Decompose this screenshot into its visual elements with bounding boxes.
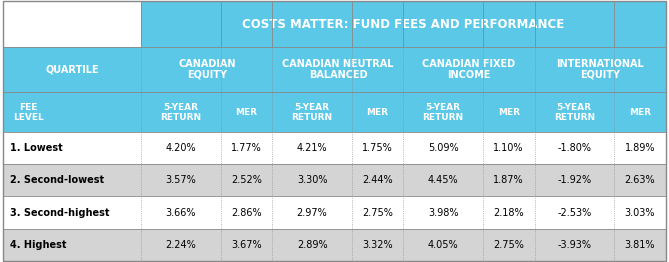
Text: 2.44%: 2.44%: [363, 176, 393, 185]
Text: QUARTILE: QUARTILE: [45, 64, 99, 74]
Text: 1.10%: 1.10%: [494, 143, 524, 153]
Text: 3.81%: 3.81%: [625, 240, 655, 250]
Text: -1.80%: -1.80%: [557, 143, 591, 153]
Bar: [3, 196, 666, 228]
Text: CANADIAN FIXED
INCOME: CANADIAN FIXED INCOME: [422, 59, 516, 80]
Bar: [3, 228, 666, 261]
Bar: [3, 164, 666, 196]
Text: 2. Second-lowest: 2. Second-lowest: [10, 176, 104, 185]
Text: 5-YEAR
RETURN: 5-YEAR RETURN: [423, 103, 464, 122]
Text: 5-YEAR
RETURN: 5-YEAR RETURN: [292, 103, 332, 122]
Text: 3.03%: 3.03%: [625, 208, 655, 217]
Text: 2.52%: 2.52%: [231, 176, 262, 185]
Text: MER: MER: [235, 108, 258, 117]
Text: 4.20%: 4.20%: [166, 143, 196, 153]
Text: 4.05%: 4.05%: [428, 240, 458, 250]
Text: -1.92%: -1.92%: [557, 176, 591, 185]
Text: 3.98%: 3.98%: [428, 208, 458, 217]
Text: 1.87%: 1.87%: [494, 176, 524, 185]
Bar: [3, 92, 666, 132]
Bar: [141, 1, 666, 47]
Text: MER: MER: [629, 108, 651, 117]
Text: COSTS MATTER: FUND FEES AND PERFORMANCE: COSTS MATTER: FUND FEES AND PERFORMANCE: [242, 18, 565, 30]
Text: -2.53%: -2.53%: [557, 208, 591, 217]
Text: 2.89%: 2.89%: [297, 240, 327, 250]
Text: CANADIAN
EQUITY: CANADIAN EQUITY: [178, 59, 235, 80]
Text: 3. Second-highest: 3. Second-highest: [10, 208, 110, 217]
Text: 2.75%: 2.75%: [493, 240, 524, 250]
Text: 3.30%: 3.30%: [297, 176, 327, 185]
Text: 1.75%: 1.75%: [362, 143, 393, 153]
Text: INTERNATIONAL
EQUITY: INTERNATIONAL EQUITY: [556, 59, 644, 80]
Text: 2.18%: 2.18%: [494, 208, 524, 217]
Text: 2.24%: 2.24%: [166, 240, 197, 250]
Text: 3.66%: 3.66%: [166, 208, 196, 217]
Text: FEE
LEVEL: FEE LEVEL: [13, 103, 43, 122]
Text: 2.63%: 2.63%: [624, 176, 655, 185]
Text: MER: MER: [498, 108, 520, 117]
Text: -3.93%: -3.93%: [557, 240, 591, 250]
Bar: [3, 132, 666, 164]
Text: MER: MER: [367, 108, 389, 117]
Bar: [3, 47, 666, 92]
Text: 1.89%: 1.89%: [625, 143, 655, 153]
Text: 5-YEAR
RETURN: 5-YEAR RETURN: [161, 103, 201, 122]
Text: 3.32%: 3.32%: [363, 240, 393, 250]
Text: 1.77%: 1.77%: [231, 143, 262, 153]
Text: 4.45%: 4.45%: [428, 176, 458, 185]
Text: 4. Highest: 4. Highest: [10, 240, 67, 250]
Text: 5-YEAR
RETURN: 5-YEAR RETURN: [554, 103, 595, 122]
Text: 3.57%: 3.57%: [166, 176, 197, 185]
Text: 2.97%: 2.97%: [297, 208, 327, 217]
Text: 1. Lowest: 1. Lowest: [10, 143, 63, 153]
Text: 2.75%: 2.75%: [362, 208, 393, 217]
Text: CANADIAN NEUTRAL
BALANCED: CANADIAN NEUTRAL BALANCED: [282, 59, 393, 80]
Text: 5.09%: 5.09%: [428, 143, 458, 153]
Text: 2.86%: 2.86%: [231, 208, 262, 217]
Text: 4.21%: 4.21%: [297, 143, 327, 153]
Text: 3.67%: 3.67%: [231, 240, 262, 250]
Bar: [3, 1, 666, 47]
